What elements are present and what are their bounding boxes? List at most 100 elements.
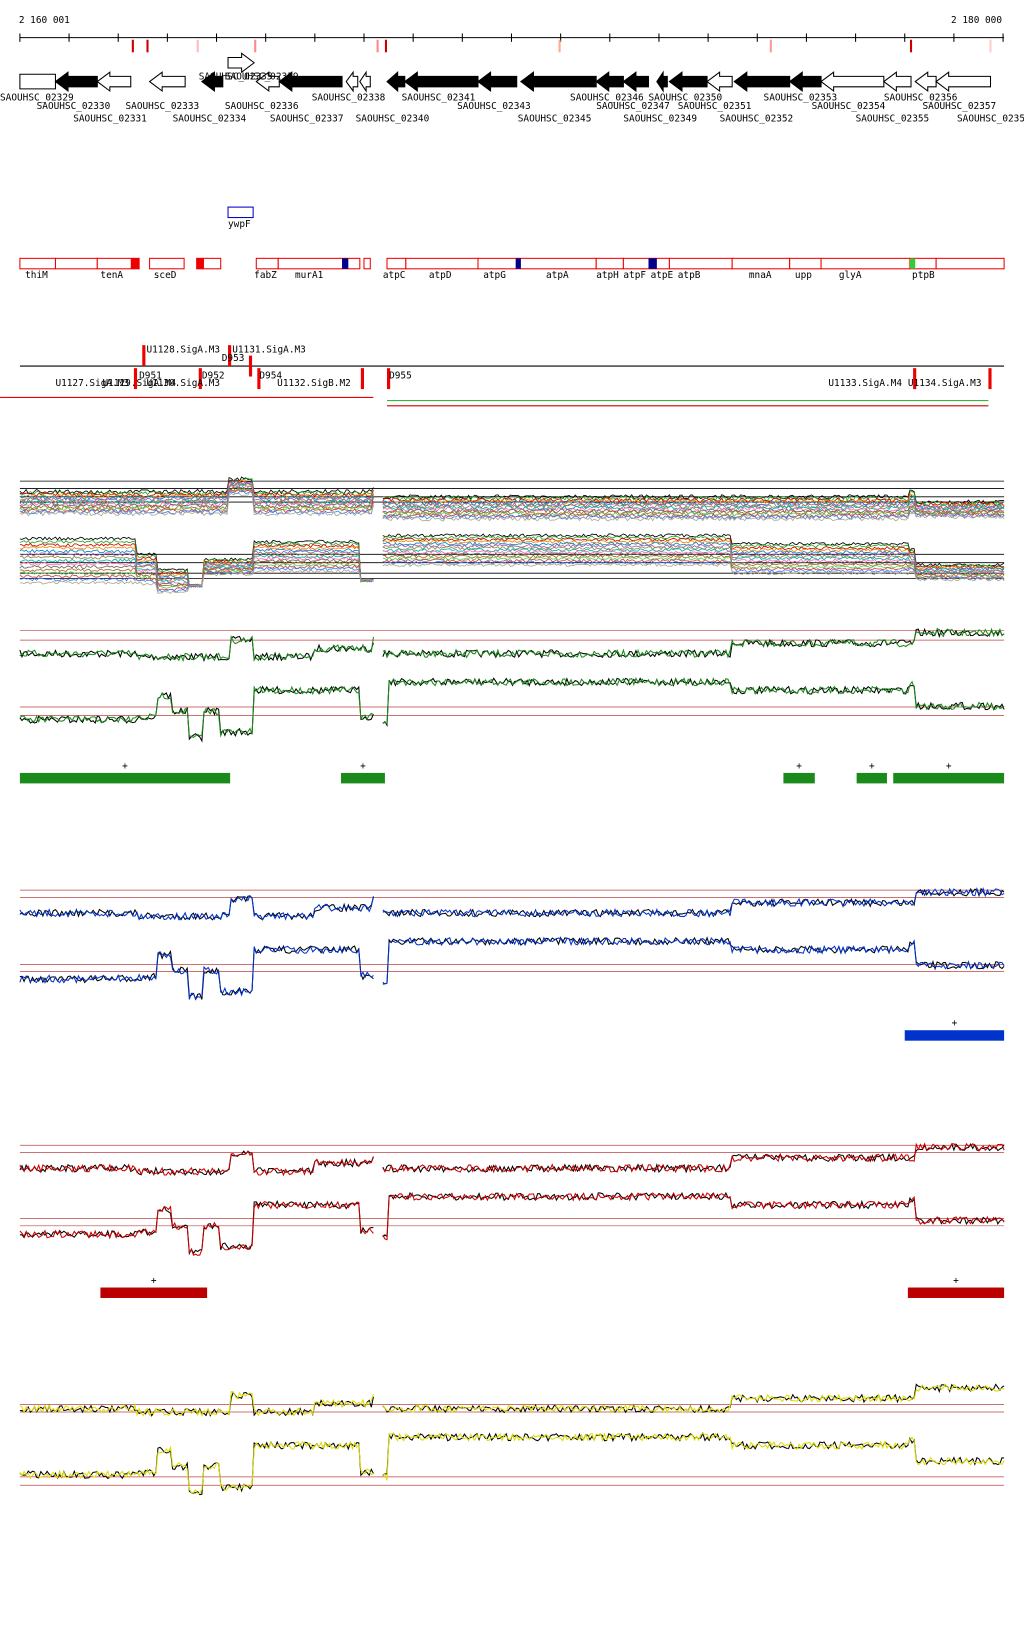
region-bar bbox=[100, 1287, 208, 1298]
gene-arrow bbox=[520, 71, 597, 93]
expression-trace bbox=[382, 886, 1005, 918]
gene-arrow bbox=[668, 71, 708, 93]
gene-arrow bbox=[54, 71, 98, 93]
expression-trace bbox=[382, 510, 1005, 521]
expression-trace bbox=[382, 539, 1005, 571]
ruler-mark bbox=[909, 39, 913, 53]
expression-trace bbox=[382, 1383, 1005, 1414]
operon-label: fabZ bbox=[254, 270, 277, 281]
operon-box bbox=[820, 257, 911, 270]
operon-label: atpA bbox=[546, 270, 569, 281]
operon-label: atpD bbox=[429, 270, 452, 281]
expression-trace bbox=[19, 1200, 374, 1256]
strand-label: + bbox=[360, 761, 366, 772]
operon-box bbox=[54, 257, 98, 270]
strand-label: + bbox=[952, 1018, 958, 1029]
expression-trace bbox=[19, 479, 374, 500]
gene-label: SAOUHSC_02334 bbox=[173, 113, 247, 124]
expression-trace bbox=[19, 489, 374, 514]
expression-trace bbox=[19, 488, 374, 512]
ruler-mark bbox=[131, 39, 134, 53]
expression-trace bbox=[19, 894, 374, 921]
gene-label: SAOUHSC_02340 bbox=[356, 113, 430, 124]
gene-arrow bbox=[935, 71, 992, 93]
expression-trace bbox=[382, 676, 1005, 725]
expression-trace bbox=[19, 944, 374, 1001]
operon-box bbox=[622, 257, 670, 270]
expression-trace bbox=[382, 1142, 1005, 1174]
strand-label: + bbox=[953, 1275, 959, 1286]
expression-trace bbox=[19, 944, 374, 1001]
ywpf-label: ywpF bbox=[228, 219, 251, 230]
expression-trace bbox=[382, 505, 1005, 516]
operon-box bbox=[363, 257, 371, 270]
gene-label: SAOUHSC_02335 bbox=[199, 71, 273, 82]
ruler-mark bbox=[989, 39, 992, 53]
gene-label: SAOUHSC_02346 bbox=[570, 92, 644, 103]
ruler-mark bbox=[558, 39, 561, 53]
gene-arrow bbox=[359, 70, 371, 93]
expression-trace bbox=[19, 634, 374, 663]
gene-arrow bbox=[656, 70, 668, 93]
region-bar bbox=[893, 772, 1005, 784]
expression-trace bbox=[19, 685, 374, 739]
promoter-label: U1129.SigA.M4 bbox=[103, 378, 177, 389]
operon-fill bbox=[342, 258, 349, 269]
strand-label: + bbox=[946, 761, 952, 772]
expression-trace bbox=[19, 1391, 374, 1417]
gene-arrow bbox=[788, 71, 822, 93]
expression-trace bbox=[19, 1440, 374, 1495]
ruler-mark bbox=[196, 39, 199, 53]
operon-label: atpB bbox=[678, 270, 701, 281]
expression-trace bbox=[19, 560, 374, 588]
expression-trace bbox=[382, 627, 1005, 659]
expression-trace bbox=[382, 550, 1005, 576]
operon-label: atpE bbox=[651, 270, 674, 281]
gene-label: SAOUHSC_02330 bbox=[37, 101, 111, 112]
gene-label: SAOUHSC_02349 bbox=[623, 113, 697, 124]
gene-arrow bbox=[706, 71, 733, 93]
expression-trace bbox=[19, 491, 374, 517]
operon-fill bbox=[196, 258, 204, 269]
gene-label: SAOUHSC_02329 bbox=[0, 92, 74, 103]
gene-arrow bbox=[403, 71, 479, 93]
gene-label: SAOUHSC_02347 bbox=[596, 101, 670, 112]
expression-trace bbox=[382, 498, 1005, 512]
gene-label: SAOUHSC_02351 bbox=[678, 101, 752, 112]
promoter-label: U1134.SigA.M3 bbox=[908, 378, 982, 389]
operon-box bbox=[277, 257, 361, 270]
gene-arrow bbox=[201, 71, 224, 93]
operon-box bbox=[935, 257, 1005, 270]
expression-trace bbox=[19, 486, 374, 509]
gene-label: SAOUHSC_02337 bbox=[270, 113, 344, 124]
promoter-label: D951 bbox=[139, 371, 162, 382]
operon-fill bbox=[909, 258, 916, 269]
expression-trace bbox=[19, 1199, 374, 1256]
region-bar bbox=[904, 1030, 1005, 1041]
gene-arrow bbox=[148, 71, 186, 93]
promoter-label: D955 bbox=[389, 371, 412, 382]
promoter-label: U1131.SigA.M3 bbox=[232, 344, 306, 355]
operon-label: thiM bbox=[25, 270, 48, 281]
operon-label: sceD bbox=[154, 270, 177, 281]
expression-trace bbox=[19, 1150, 374, 1177]
expression-trace bbox=[382, 556, 1005, 579]
expression-trace bbox=[382, 1383, 1005, 1414]
ruler-mark bbox=[254, 39, 257, 53]
expression-trace bbox=[382, 1191, 1005, 1241]
gene-arrow bbox=[882, 71, 912, 93]
expression-trace bbox=[382, 543, 1005, 573]
gene-label: SAOUHSC_02343 bbox=[457, 101, 531, 112]
promoter-label: D954 bbox=[259, 371, 282, 382]
gene-arrow bbox=[477, 71, 518, 93]
gene-arrow bbox=[820, 71, 885, 93]
gene-label: SAOUHSC_02354 bbox=[812, 101, 886, 112]
expression-trace bbox=[382, 508, 1005, 519]
expression-trace bbox=[19, 550, 374, 587]
gene-arrow bbox=[278, 71, 343, 93]
gene-label: SAOUHSC_02331 bbox=[73, 113, 147, 124]
ruler-mark bbox=[769, 39, 772, 53]
operon-box bbox=[668, 257, 733, 270]
operon-fill bbox=[648, 258, 657, 269]
